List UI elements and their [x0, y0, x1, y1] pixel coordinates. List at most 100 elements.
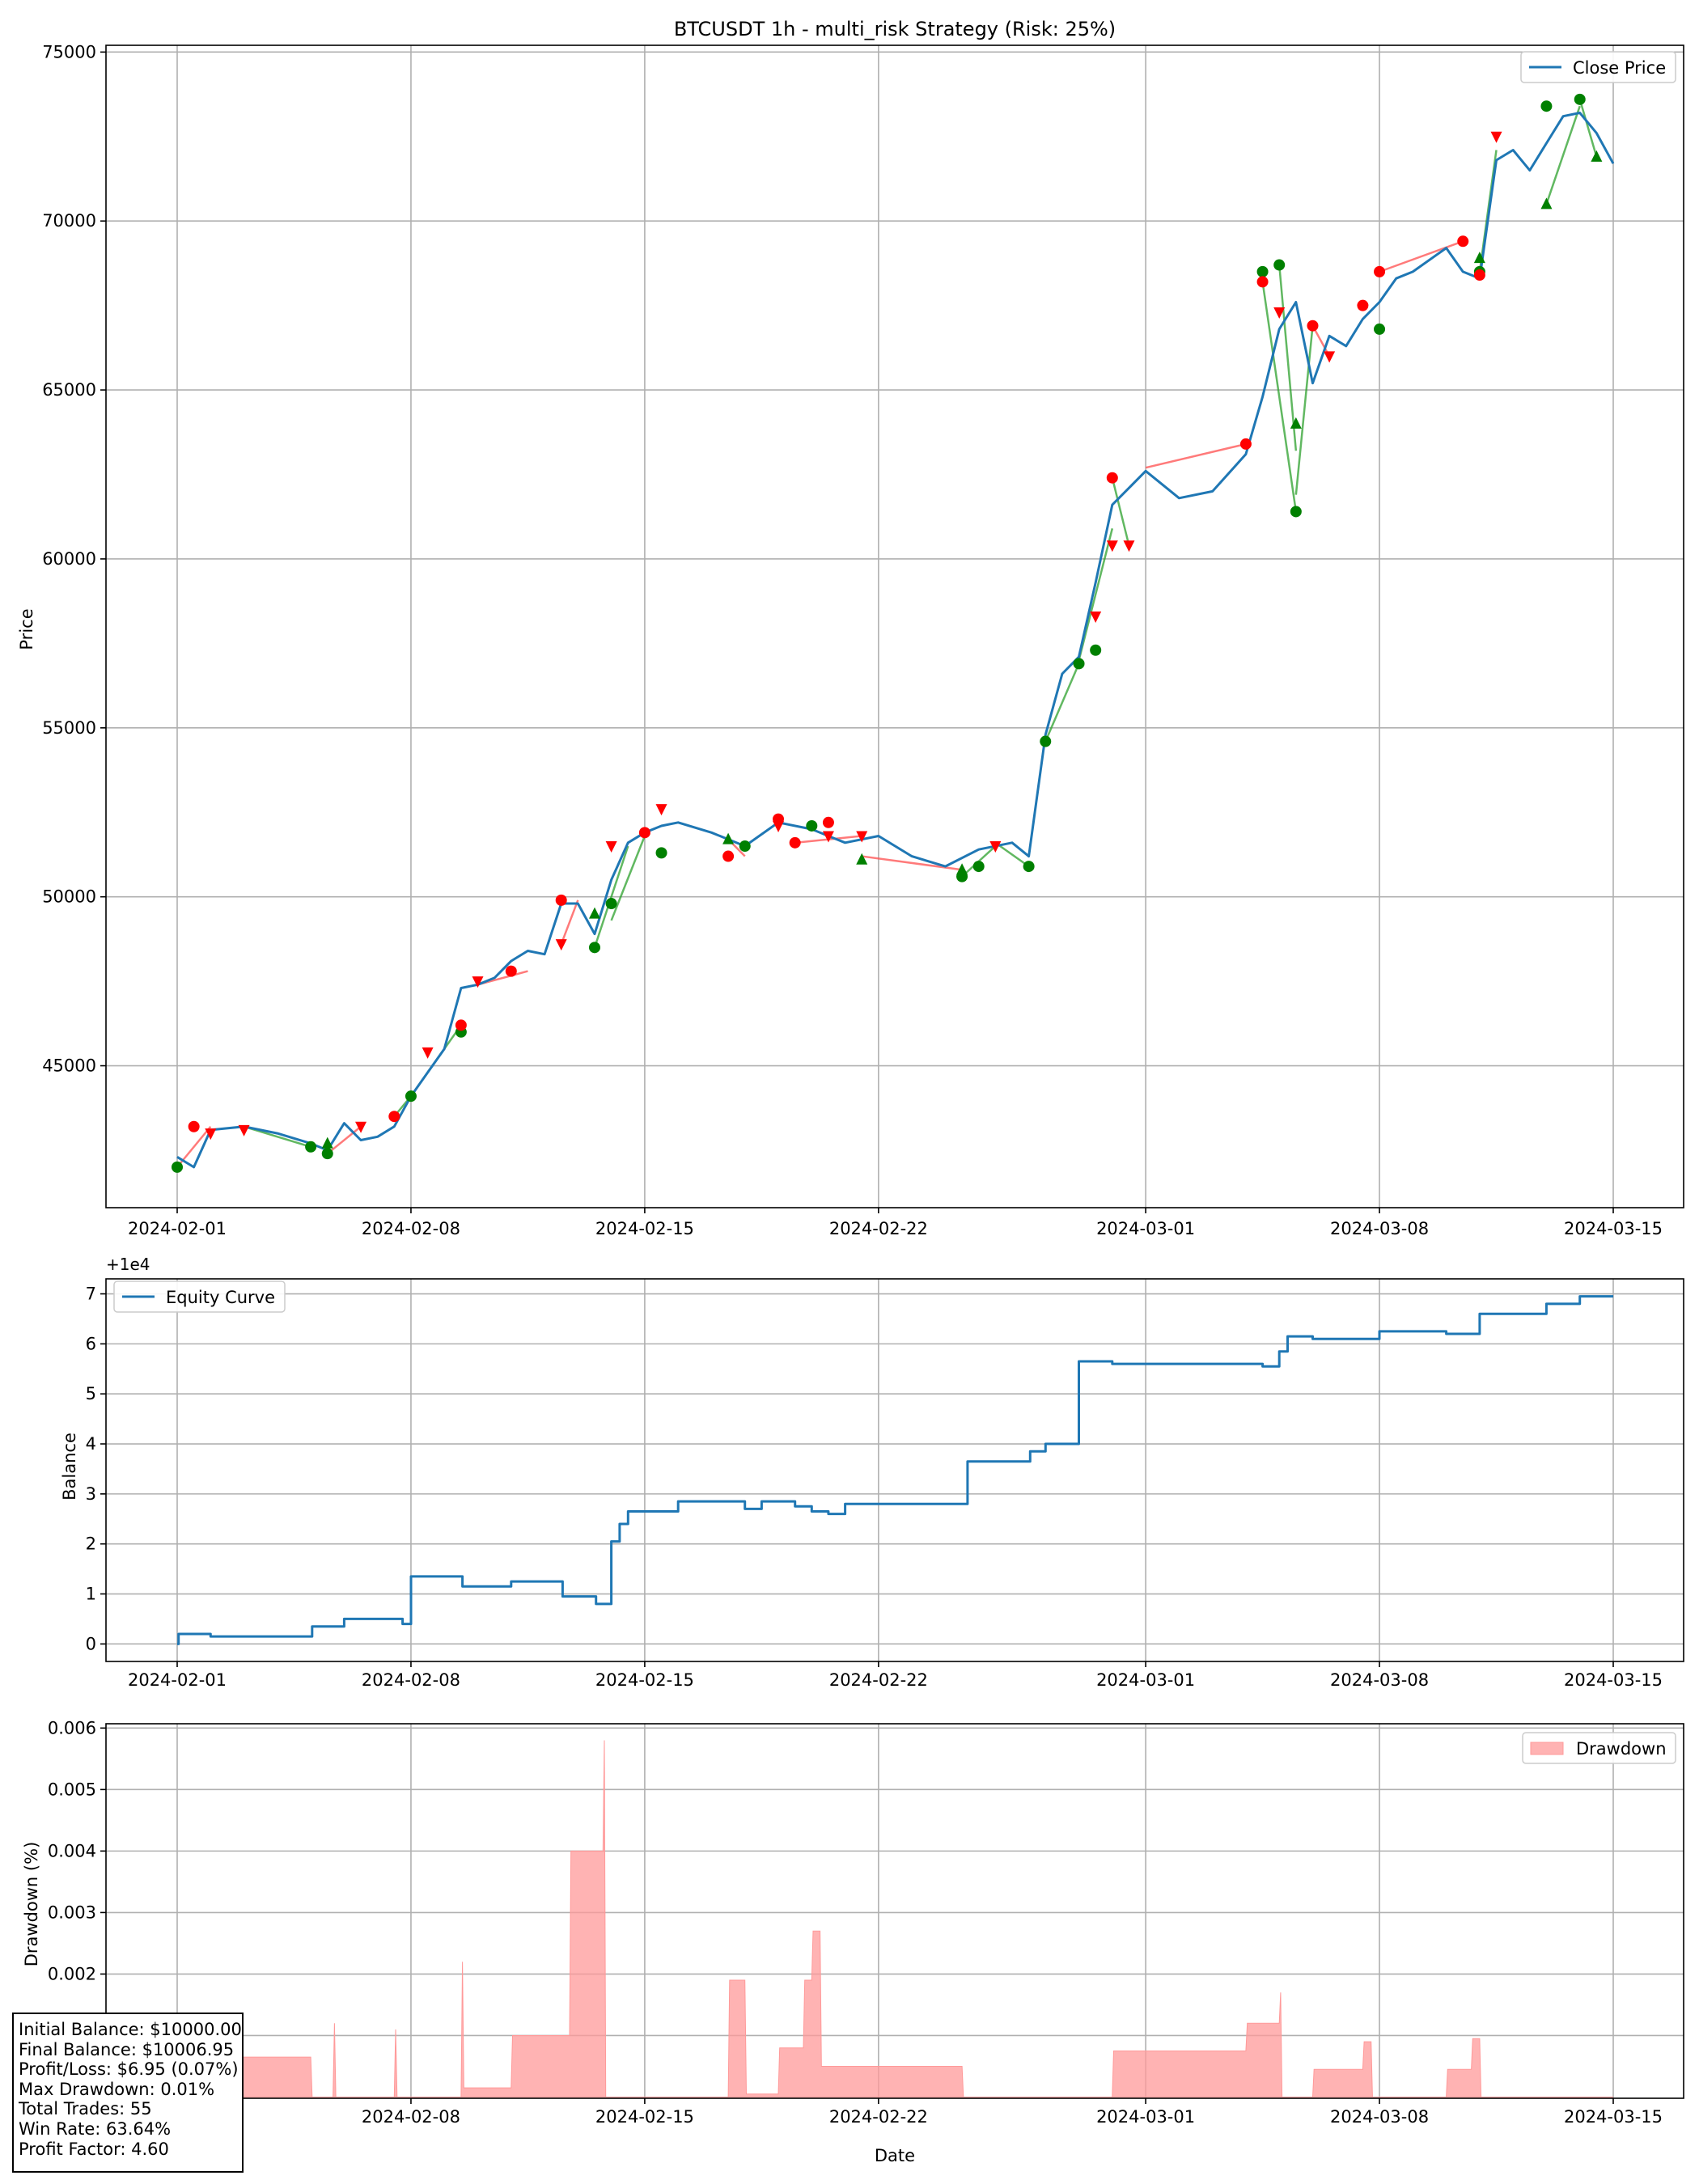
equity-legend-box	[113, 1280, 286, 1313]
drawdown-y-tick-label: 0.005	[48, 1780, 96, 1799]
win-exit-marker	[405, 1090, 417, 1103]
sell-marker	[989, 841, 1002, 853]
equity-x-tick-label: 2024-02-15	[595, 1670, 694, 1690]
trade-line-win	[1044, 662, 1080, 743]
win-exit-marker	[1290, 506, 1302, 518]
drawdown-y-tick-label: 0.004	[48, 1841, 96, 1860]
sell-marker	[605, 841, 617, 853]
loss-exit-marker	[822, 816, 834, 828]
drawdown-x-tick-label: 2024-02-08	[362, 2107, 460, 2127]
drawdown-grid	[106, 1724, 1684, 2098]
sell-marker	[355, 1121, 367, 1133]
equity-x-tick-label: 2024-03-01	[1096, 1670, 1195, 1690]
sell-marker	[1273, 307, 1286, 320]
drawdown-legend-label: Drawdown	[1576, 1739, 1667, 1759]
price-y-tick-label: 60000	[42, 549, 96, 569]
trade-line-win	[1078, 528, 1114, 661]
win-exit-marker	[1540, 100, 1553, 112]
drawdown-x-tick-label: 2024-03-15	[1564, 2107, 1663, 2127]
sell-marker	[856, 831, 868, 843]
stats-initial-balance: Initial Balance: $10000.00	[19, 2020, 242, 2039]
equity-curve-line	[177, 1295, 1613, 1645]
equity-y-tick-label: 1	[86, 1585, 96, 1604]
equity-y-tick-label: 5	[86, 1384, 96, 1403]
price-x-tick-label: 2024-02-08	[362, 1219, 460, 1238]
equity-axes-frame	[105, 1278, 1684, 1662]
sell-marker	[422, 1047, 434, 1059]
drawdown-x-tick-label: 2024-03-01	[1096, 2107, 1195, 2127]
sell-marker	[555, 939, 567, 951]
price-x-tick-label: 2024-02-01	[128, 1219, 227, 1238]
loss-exit-marker	[1457, 235, 1469, 248]
price-x-tick-label: 2024-02-22	[829, 1219, 928, 1238]
drawdown-legend-swatch	[1530, 1742, 1564, 1755]
price-x-tick-label: 2024-03-15	[1564, 1219, 1663, 1238]
price-panel: BTCUSDT 1h - multi_risk Strategy (Risk: …	[17, 18, 1684, 1238]
equity-x-ticks: 2024-02-01 2024-02-08 2024-02-15 2024-02-22…	[128, 1661, 1663, 1690]
trade-line-win	[1545, 105, 1581, 205]
stats-win-rate: Win Rate: 63.64%	[19, 2118, 172, 2139]
stats-max-drawdown: Max Drawdown: 0.01%	[19, 2079, 215, 2099]
sell-marker	[1123, 540, 1135, 552]
sell-marker	[472, 976, 484, 988]
trade-line-loss	[1379, 240, 1464, 273]
drawdown-x-axis-label: Date	[875, 2146, 915, 2165]
price-grid	[106, 45, 1684, 1208]
equity-legend-label: Equity Curve	[166, 1288, 275, 1307]
win-exit-marker	[605, 898, 617, 910]
equity-y-tick-label: 6	[86, 1334, 96, 1353]
loss-exit-marker	[388, 1111, 400, 1123]
stats-profit-loss: Profit/Loss: $6.95 (0.07%)	[19, 2059, 239, 2080]
equity-y-axis-label: Balance	[60, 1433, 79, 1500]
price-x-tick-label: 2024-03-08	[1330, 1219, 1429, 1238]
trade-line-win	[1277, 265, 1298, 451]
loss-exit-marker	[1106, 472, 1118, 484]
trade-line-win	[1294, 325, 1314, 495]
buy-marker	[588, 907, 600, 919]
win-exit-marker	[1374, 323, 1386, 335]
price-chart-title: BTCUSDT 1h - multi_risk Strategy (Risk: …	[674, 18, 1116, 40]
loss-exit-marker	[188, 1120, 200, 1132]
trade-line-win	[1578, 99, 1598, 158]
buy-marker	[722, 832, 735, 844]
loss-exit-marker	[1307, 320, 1319, 332]
trade-line-win	[1111, 477, 1130, 546]
buy-marker	[1591, 150, 1603, 162]
price-axes-frame	[105, 44, 1684, 1208]
sell-marker	[1106, 540, 1118, 552]
buy-marker	[321, 1136, 333, 1149]
equity-y-tick-label: 3	[86, 1484, 96, 1504]
win-exit-marker	[956, 870, 968, 882]
trade-line-loss	[1145, 442, 1247, 469]
price-y-ticks: 45000 50000 55000 60000 65000 70000 75000	[42, 42, 106, 1076]
sell-marker	[238, 1124, 250, 1136]
drawdown-legend-box	[1522, 1732, 1676, 1764]
win-exit-marker	[305, 1141, 317, 1153]
equity-y-tick-label: 7	[86, 1285, 96, 1304]
trade-line-win	[610, 836, 646, 921]
equity-y-ticks: 0 1 2 3 4 5 6 7	[86, 1285, 106, 1653]
equity-x-tick-label: 2024-03-08	[1330, 1670, 1429, 1690]
loss-exit-marker	[789, 836, 801, 849]
price-y-tick-label: 70000	[42, 211, 96, 231]
stats-total-trades: Total Trades: 55	[19, 2099, 152, 2119]
equity-y-tick-label: 2	[86, 1534, 96, 1554]
price-x-tick-label: 2024-03-01	[1096, 1219, 1195, 1238]
drawdown-y-axis-label: Drawdown (%)	[22, 1842, 41, 1967]
loss-exit-marker	[722, 850, 735, 862]
loss-exit-marker	[505, 965, 517, 977]
equity-x-tick-label: 2024-02-01	[128, 1670, 227, 1690]
price-legend: Close Price	[1520, 51, 1676, 83]
trade-line-win	[994, 841, 1030, 868]
win-exit-marker	[1073, 658, 1085, 670]
drawdown-x-tick-label: 2024-03-08	[1330, 2107, 1429, 2127]
sell-marker	[655, 804, 667, 816]
sell-marker	[822, 831, 834, 843]
buy-marker	[1473, 252, 1485, 264]
sell-marker	[1090, 611, 1102, 623]
price-legend-box	[1520, 51, 1676, 83]
equity-y-tick-label: 4	[86, 1434, 96, 1454]
win-exit-marker	[655, 847, 667, 859]
